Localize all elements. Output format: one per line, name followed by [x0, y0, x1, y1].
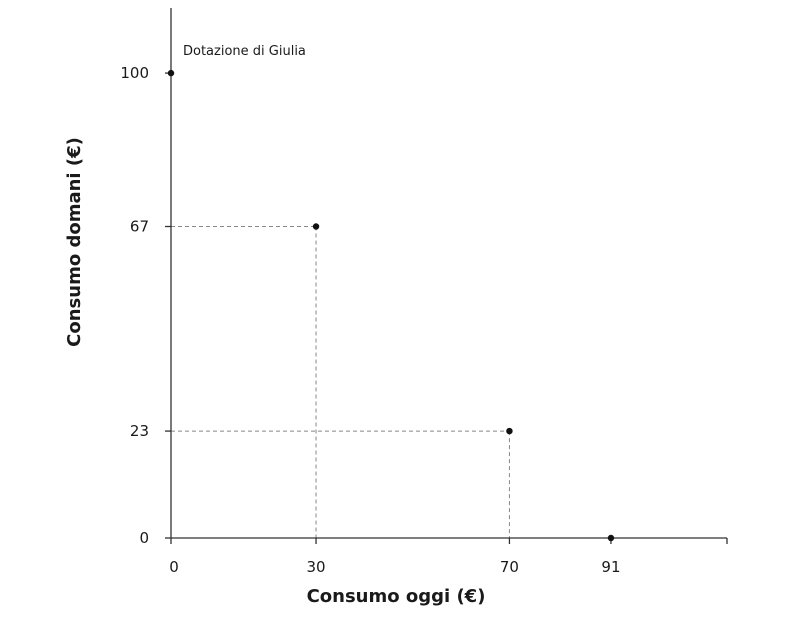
annotations: Dotazione di Giulia [183, 44, 306, 59]
y-axis-title: Consumo domani (€) [64, 137, 85, 347]
y-tick-label: 100 [120, 64, 149, 82]
data-point [167, 69, 175, 77]
x-tick-label: 70 [500, 558, 519, 576]
x-axis-title: Consumo oggi (€) [307, 586, 486, 607]
axis-ticks: 0 30 70 91 0 23 67 100 [120, 64, 728, 576]
y-tick-label: 67 [130, 218, 149, 236]
x-tick-label: 91 [601, 558, 620, 576]
y-tick-label: 0 [139, 529, 149, 547]
x-tick-label: 30 [306, 558, 325, 576]
guide-lines [171, 226, 510, 538]
y-tick-label: 23 [130, 422, 149, 440]
annotation-label: Dotazione di Giulia [183, 44, 306, 59]
data-point [312, 223, 320, 230]
data-point [607, 534, 615, 542]
data-points [167, 69, 615, 542]
data-point [506, 427, 513, 435]
x-tick-label: 0 [169, 558, 179, 576]
